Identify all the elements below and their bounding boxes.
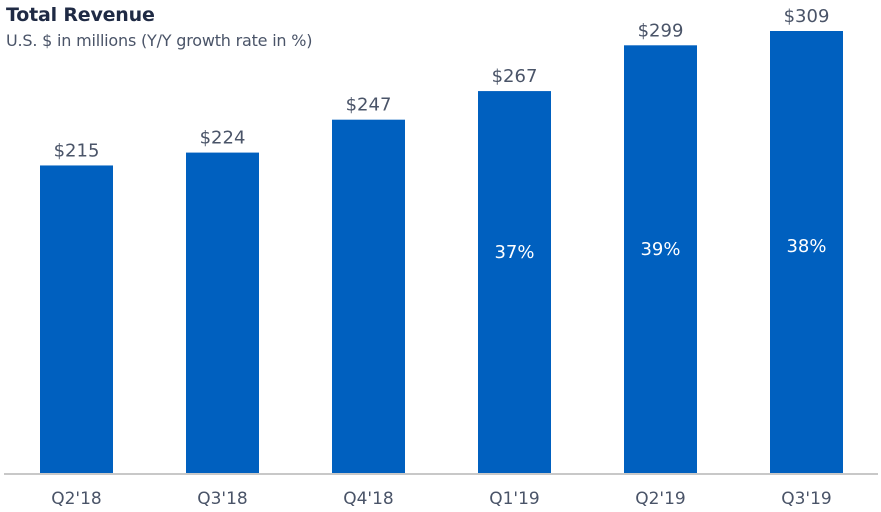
bars-group (40, 31, 843, 474)
value-label-2: $247 (346, 95, 392, 116)
chart-subtitle: U.S. $ in millions (Y/Y growth rate in %… (6, 31, 313, 50)
value-label-3: $267 (492, 66, 538, 87)
value-label-1: $224 (200, 128, 246, 149)
bar-1 (186, 152, 259, 473)
bar-4 (624, 45, 697, 474)
bar-5 (770, 31, 843, 473)
x-tick-label-1: Q3'18 (197, 489, 248, 509)
x-tick-label-4: Q2'19 (635, 489, 686, 509)
bar-3 (478, 91, 551, 473)
value-label-4: $299 (638, 20, 684, 41)
x-tick-label-0: Q2'18 (51, 489, 102, 509)
growth-label-5: 38% (786, 236, 826, 257)
bar-0 (40, 165, 113, 474)
value-label-5: $309 (784, 6, 830, 27)
growth-label-3: 37% (494, 242, 534, 263)
chart-title: Total Revenue (6, 4, 155, 26)
labels-group: $215 Q2'18 $224 Q3'18 $247 Q4'18 $267 37% Q1'19 $… (51, 6, 832, 509)
x-tick-label-2: Q4'18 (343, 489, 394, 509)
x-tick-label-5: Q3'19 (781, 489, 832, 509)
x-tick-label-3: Q1'19 (489, 489, 540, 509)
growth-label-4: 39% (640, 239, 680, 260)
bar-2 (332, 119, 405, 473)
value-label-0: $215 (54, 140, 100, 161)
